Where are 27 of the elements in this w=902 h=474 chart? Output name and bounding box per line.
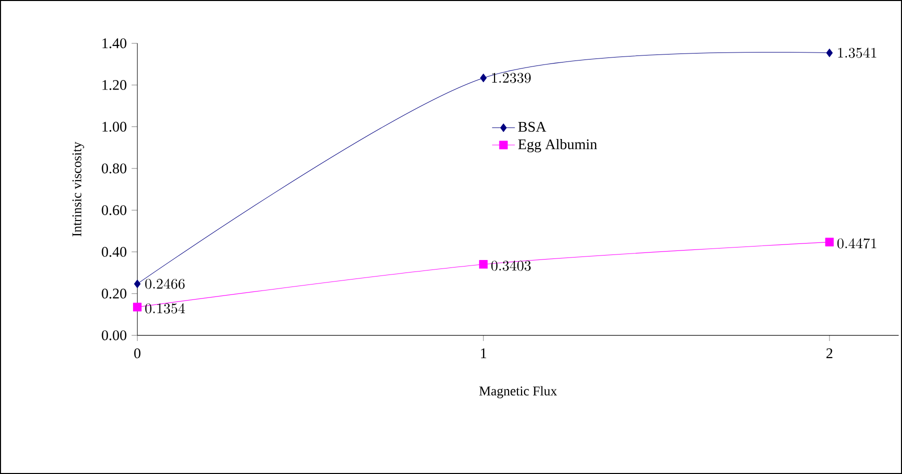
y-tick-label: 0.00 — [102, 330, 126, 340]
data-label: 0.2466 — [145, 278, 185, 289]
data-label: 0. 1354 — [145, 303, 185, 314]
data-label: 0.3403 — [491, 260, 531, 271]
y-tick-label: 1.20 — [102, 80, 126, 90]
point — [826, 48, 833, 58]
y-tick-label: 1.00 — [102, 122, 126, 132]
point — [480, 74, 487, 82]
x-tick-label: 0 — [134, 348, 140, 358]
x-axis-title: Magnetic Flux — [479, 386, 557, 398]
y-tick-label: 0.80 — [102, 163, 126, 174]
point — [134, 280, 141, 288]
y-tick-label: 1.40 — [102, 38, 126, 48]
legend-label: Egg Albumin — [518, 138, 598, 152]
data-label: 1 .2339 — [492, 72, 531, 83]
legend-label: BSA — [518, 122, 546, 132]
x-tick-label: 1 — [481, 348, 486, 358]
y-tick-label: 0.20 — [102, 288, 126, 299]
data-label: 0.4471 — [837, 238, 876, 249]
data-label: 1 .3541 — [838, 48, 876, 58]
point — [479, 260, 488, 269]
point — [133, 302, 142, 312]
point — [825, 238, 834, 246]
y-tick-label: 0.40 — [102, 246, 126, 257]
y-axis-title: Intrinsic viscosity — [72, 142, 84, 236]
x-tick-label: 2 — [826, 348, 832, 358]
y-tick-label: 0.60 — [102, 205, 126, 216]
